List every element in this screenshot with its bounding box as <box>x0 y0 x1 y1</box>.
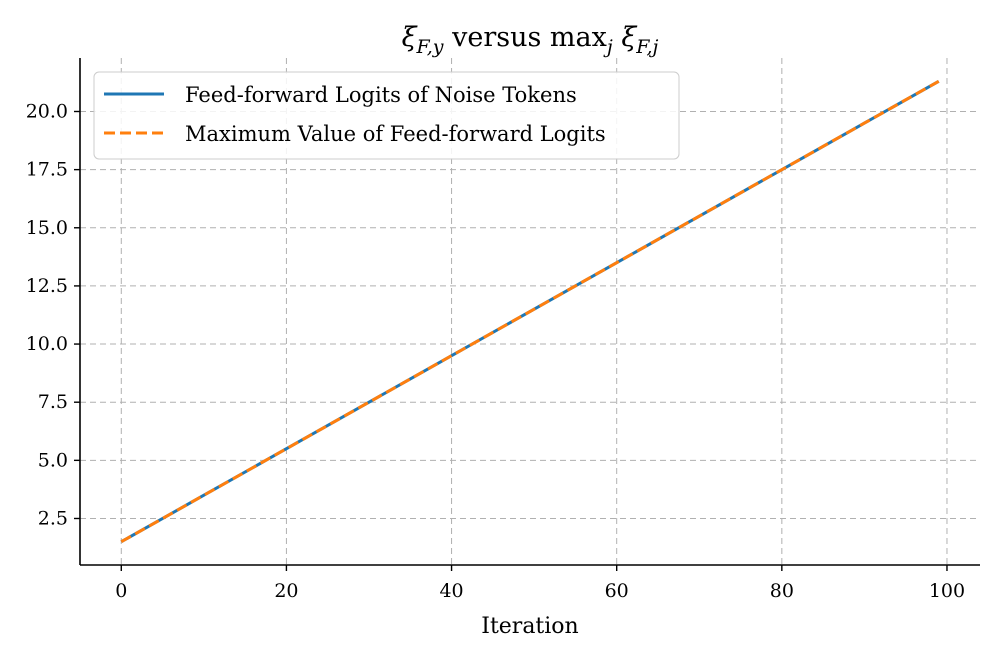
x-ticks: 0 20 40 60 80 100 <box>115 565 965 602</box>
legend-box <box>93 71 680 160</box>
axes <box>79 58 980 566</box>
legend-label-maximum-value: Maximum Value of Feed-forward Logits <box>185 122 606 146</box>
x-axis-label: Iteration <box>481 614 578 639</box>
plot-series <box>120 79 940 544</box>
y-tick-label: 2.5 <box>38 507 68 529</box>
y-tick-label: 10.0 <box>26 333 68 355</box>
x-tick-label: 40 <box>439 580 463 602</box>
y-tick-label: 20.0 <box>26 100 68 122</box>
y-tick-label: 7.5 <box>38 391 68 413</box>
x-tick-label: 0 <box>115 580 127 602</box>
y-tick-label: 5.0 <box>38 449 68 471</box>
x-tick-label: 80 <box>770 580 794 602</box>
x-tick-label: 20 <box>274 580 298 602</box>
series-line-1 <box>120 79 940 544</box>
y-tick-label: 15.0 <box>26 217 68 239</box>
legend-label-noise-tokens: Feed-forward Logits of Noise Tokens <box>185 83 577 107</box>
y-tick-label: 12.5 <box>26 275 68 297</box>
x-tick-label: 100 <box>929 580 965 602</box>
y-ticks: 2.5 5.0 7.5 10.0 12.5 15.0 17.5 20.0 <box>26 100 80 529</box>
y-tick-label: 17.5 <box>26 159 68 181</box>
legend: Feed-forward Logits of Noise Tokens Maxi… <box>93 71 680 160</box>
x-tick-label: 60 <box>605 580 629 602</box>
chart-title: ξF,y versus maxj ξF,j <box>402 22 659 58</box>
